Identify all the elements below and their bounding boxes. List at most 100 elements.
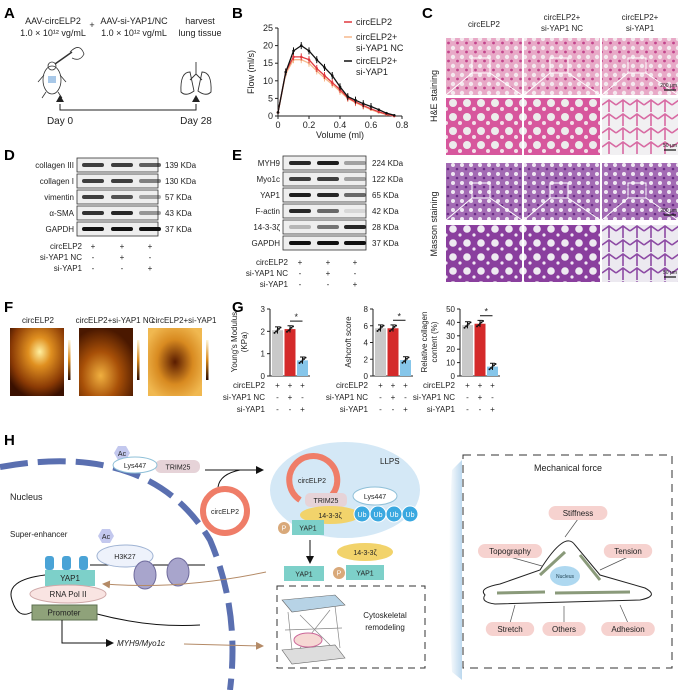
x-axis-label: Volume (ml) [316,130,364,140]
injection2-dose: 1.0 × 10¹² vg/mL [101,28,167,38]
y-axis-label: Relative collagen [420,312,429,373]
x-tick-label: 0.2 [303,120,316,130]
afm-colorbar [206,340,209,380]
blot-band [344,209,366,213]
trim25-box [305,493,347,507]
data-point [289,328,291,331]
force-pointer [509,604,516,624]
condition-sign: - [392,405,395,414]
y-axis-label: (KPa) [240,331,249,352]
histology-panel: circELP2 circELP2+ si-YAP1 NC circELP2+ si-Y… [429,13,679,282]
y-tick-label: 2 [261,327,266,336]
protein-label: 14-3-3ζ [253,223,280,232]
column-header-line: si-YAP1 [626,24,655,33]
data-point [491,365,494,368]
blot-band [82,163,104,167]
llps-label: LLPS [380,457,400,466]
condition-sign: - [466,405,469,414]
ubiquitin-circle [401,505,419,523]
condition-sign: - [354,269,357,278]
kda-label: 130 KDa [165,177,197,186]
legend-label: circELP2 [356,17,392,27]
stress-fibers [496,550,631,595]
data-point [493,364,495,367]
legend-line: si-YAP1 [356,67,388,77]
afm-colorbar [137,340,140,380]
histology-image [524,98,600,155]
data-point [479,322,481,325]
condition-label: si-YAP1 [54,264,83,273]
series-line [277,44,395,116]
blot-band [317,161,339,165]
trim25-box [155,460,200,473]
condition-sign: + [490,405,495,414]
blot-band [139,179,161,183]
condition-sign: + [91,242,96,251]
row-label-he: H&E staining [429,70,439,122]
harvest-label: harvest [185,16,215,26]
condition-sign: + [403,405,408,414]
panel-label-h: H [4,432,15,449]
data-point [407,356,410,359]
protein-label: GAPDH [46,225,75,234]
data-point [275,330,277,333]
condition-sign: + [148,242,153,251]
blot-band [82,211,104,215]
y-axis-label: Young's Modulus [230,312,239,372]
series-line [277,56,395,117]
data-point [469,321,472,324]
condition-sign: - [327,280,330,289]
legend-line: circELP2+ [356,32,397,42]
force-pill [485,622,535,636]
14-3-3-ellipse [337,543,393,561]
bar [375,328,386,376]
zoom-line [523,72,601,96]
day28-label: Day 28 [180,116,212,127]
data-point [482,320,484,323]
tead-bump [45,556,54,570]
data-point [300,360,302,363]
data-point [392,113,396,117]
ubiquitin-label: Ub [406,512,415,519]
bar [272,330,283,376]
ubiquitin-label: Ub [390,512,399,519]
data-point [466,324,469,327]
column-header-line: circELP2+ [544,13,581,22]
condition-sign: + [120,253,125,262]
condition-sign: - [301,393,304,402]
histology-image [524,225,600,282]
lys447-label: Lys447 [364,494,386,501]
western-blot-d: collagen III 139 KDa collagen I 130 KDa vime… [35,157,197,273]
force-pill [548,506,608,520]
yap1-box [346,565,384,580]
phospho-label: P [282,526,287,533]
zoom-box [627,182,647,199]
phospho-circle [333,567,345,579]
cell-nucleus [550,566,580,586]
afm-panel: circELP2 circELP2+si-YAP1 NCcircELP2+si-Y… [10,316,217,396]
blot-band [82,179,104,183]
condition-sign: - [299,269,302,278]
yap1-label: YAP1 [356,571,373,578]
force-label: Tension [614,547,642,556]
column-header: circELP2 [468,20,501,29]
force-label: Stretch [497,625,522,634]
y-tick-label: 0 [268,111,273,121]
kda-label: 28 KDa [372,223,399,232]
trim25-label: TRIM25 [166,465,191,472]
yap1-label: YAP1 [295,572,312,579]
blot-band [344,241,366,245]
force-pointer [619,604,629,624]
panel-label-d: D [4,147,15,164]
force-label: Adhesion [611,625,644,634]
histology-image [524,163,600,220]
condition-sign: - [491,393,494,402]
bar [297,360,308,376]
condition-label: si-YAP1 NC [223,393,265,402]
data-point [477,324,480,327]
condition-sign: + [275,381,280,390]
histology-image [446,98,522,155]
y-tick-label: 6 [364,322,369,331]
data-point [290,326,293,329]
condition-sign: + [353,280,358,289]
